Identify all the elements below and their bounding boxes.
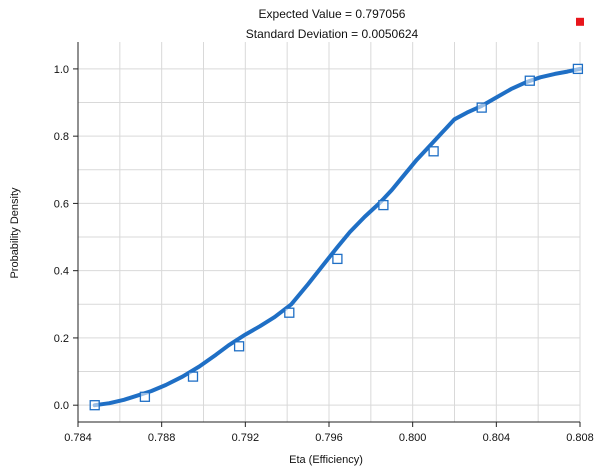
- data-point-marker: [332, 253, 343, 265]
- y-tick-label: 0.0: [54, 400, 69, 412]
- data-point-marker: [572, 63, 584, 75]
- data-point-marker: [187, 371, 199, 382]
- x-axis-label: Eta (Efficiency): [289, 454, 363, 466]
- x-tick-label: 0.808: [566, 432, 594, 444]
- x-tick-label: 0.792: [232, 432, 260, 444]
- x-tick-label: 0.800: [399, 432, 427, 444]
- y-tick-label: 0.2: [54, 333, 69, 345]
- series: [92, 66, 582, 408]
- data-point-marker: [476, 102, 487, 113]
- ticks: 0.784 0.788 0.792 0.796 0.800 0.804 0.808 0.0 0.…: [54, 64, 594, 444]
- y-tick-label: 0.4: [54, 266, 69, 278]
- data-point-marker: [89, 400, 100, 411]
- x-tick-label: 0.788: [148, 432, 176, 444]
- corner-mark: [576, 17, 584, 26]
- data-point-marker: [524, 75, 535, 86]
- data-point-marker: [378, 199, 389, 211]
- data-point-marker: [284, 307, 295, 318]
- corner-marks: [576, 17, 584, 26]
- x-tick-label: 0.796: [315, 432, 343, 444]
- x-tick-label: 0.804: [483, 432, 511, 444]
- data-point-marker: [139, 391, 151, 402]
- chart-subtitle: Standard Deviation = 0.0050624: [246, 27, 419, 41]
- y-axis-label: Probability Density: [9, 187, 21, 279]
- y-tick-label: 0.8: [54, 131, 69, 143]
- y-tick-label: 0.6: [54, 198, 69, 210]
- chart-title: Expected Value = 0.797056: [259, 7, 406, 21]
- x-tick-label: 0.784: [64, 432, 92, 444]
- markers: [89, 63, 584, 411]
- data-point-marker: [233, 341, 245, 352]
- grid: [77, 42, 581, 422]
- data-point-marker: [428, 146, 439, 157]
- series-line: [92, 66, 582, 408]
- y-tick-label: 1.0: [54, 64, 69, 76]
